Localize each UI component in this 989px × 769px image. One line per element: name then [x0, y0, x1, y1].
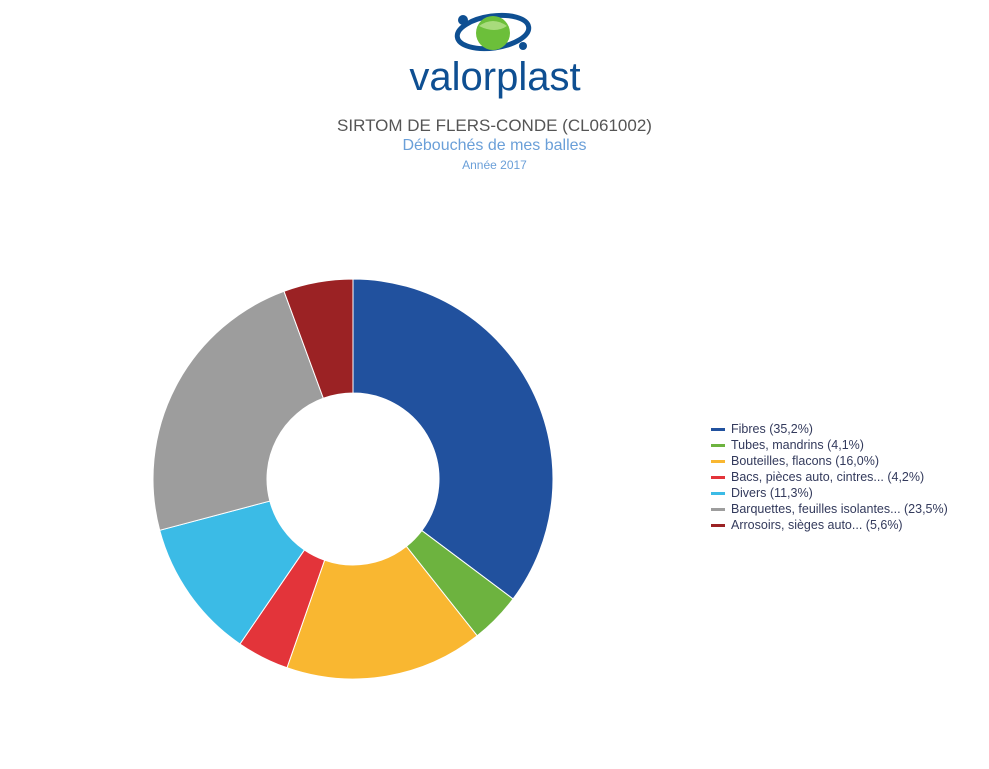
legend-swatch	[711, 491, 725, 495]
donut-slice-4[interactable]	[159, 500, 306, 645]
legend-label: Bacs, pièces auto, cintres... (4,2%)	[731, 470, 925, 484]
legend-item-0[interactable]: Fibres (35,2%)	[711, 421, 948, 437]
chart-legend: Fibres (35,2%) Tubes, mandrins (4,1%) Bout…	[711, 421, 948, 533]
chart-subtitle: Débouchés de mes balles	[402, 137, 587, 154]
legend-item-2[interactable]: Bouteilles, flacons (16,0%)	[711, 453, 948, 469]
donut-slice-5[interactable]	[152, 290, 324, 531]
legend-item-4[interactable]: Divers (11,3%)	[711, 485, 948, 501]
legend-item-1[interactable]: Tubes, mandrins (4,1%)	[711, 437, 948, 453]
legend-label: Fibres (35,2%)	[731, 422, 813, 436]
legend-swatch	[711, 523, 725, 527]
donut-slice-2[interactable]	[286, 545, 478, 680]
legend-label: Arrosoirs, sièges auto... (5,6%)	[731, 518, 903, 532]
legend-label: Divers (11,3%)	[731, 486, 813, 500]
legend-swatch	[711, 459, 725, 463]
legend-label: Tubes, mandrins (4,1%)	[731, 438, 864, 452]
donut-slice-6[interactable]	[283, 278, 354, 399]
legend-swatch	[711, 475, 725, 479]
legend-item-6[interactable]: Arrosoirs, sièges auto... (5,6%)	[711, 517, 948, 533]
legend-swatch	[711, 443, 725, 447]
legend-swatch	[711, 427, 725, 431]
legend-swatch	[711, 507, 725, 511]
chart-year: Année 2017	[462, 158, 527, 172]
donut-slice-0[interactable]	[352, 278, 554, 600]
legend-label: Bouteilles, flacons (16,0%)	[731, 454, 879, 468]
legend-label: Barquettes, feuilles isolantes... (23,5%…	[731, 502, 948, 516]
legend-item-3[interactable]: Bacs, pièces auto, cintres... (4,2%)	[711, 469, 948, 485]
legend-item-5[interactable]: Barquettes, feuilles isolantes... (23,5%…	[711, 501, 948, 517]
valorplast-logo: valorplast	[409, 12, 581, 99]
chart-title: SIRTOM DE FLERS-CONDE (CL061002)	[337, 116, 652, 135]
logo-wordmark: valorplast	[409, 55, 580, 99]
